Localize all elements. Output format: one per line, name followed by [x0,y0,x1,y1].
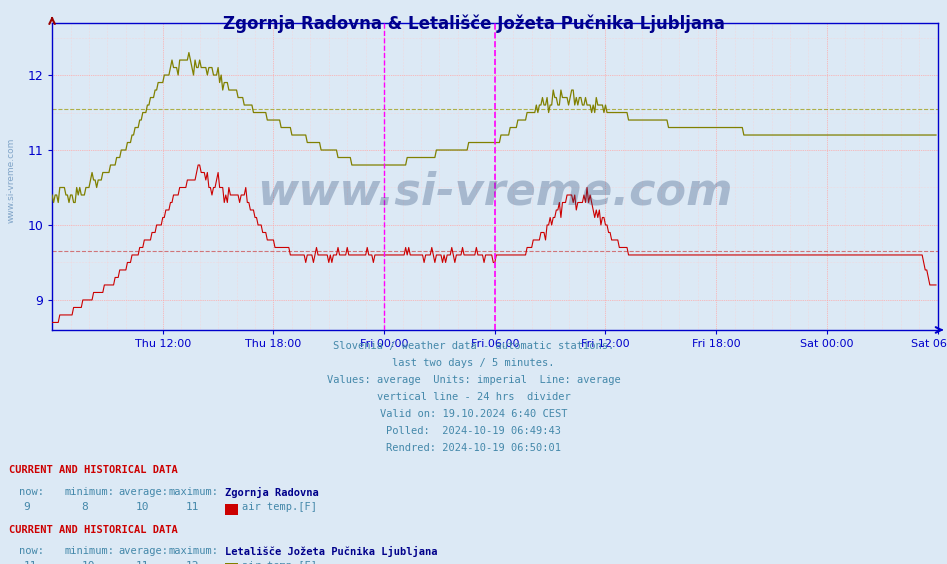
Text: CURRENT AND HISTORICAL DATA: CURRENT AND HISTORICAL DATA [9,525,178,535]
Text: Slovenia / weather data - automatic stations.: Slovenia / weather data - automatic stat… [333,341,614,351]
Text: www.si-vreme.com: www.si-vreme.com [257,170,733,213]
Text: 9: 9 [24,502,30,512]
Text: Rendred: 2024-10-19 06:50:01: Rendred: 2024-10-19 06:50:01 [386,443,561,453]
Text: 12: 12 [186,561,199,564]
Text: maximum:: maximum: [169,546,219,556]
Text: average:: average: [118,487,169,497]
Text: 11: 11 [24,561,37,564]
Text: Valid on: 19.10.2024 6:40 CEST: Valid on: 19.10.2024 6:40 CEST [380,409,567,419]
Text: Polled:  2024-10-19 06:49:43: Polled: 2024-10-19 06:49:43 [386,426,561,436]
Text: now:: now: [19,487,44,497]
Text: 8: 8 [81,502,88,512]
Text: air temp.[F]: air temp.[F] [242,561,317,564]
Text: www.si-vreme.com: www.si-vreme.com [7,138,16,223]
Text: Zgornja Radovna & Letališče Jožeta Pučnika Ljubljana: Zgornja Radovna & Letališče Jožeta Pučni… [223,14,724,33]
Text: Letališče Jožeta Pučnika Ljubljana: Letališče Jožeta Pučnika Ljubljana [225,546,438,557]
Text: last two days / 5 minutes.: last two days / 5 minutes. [392,358,555,368]
Text: 11: 11 [186,502,199,512]
Text: 11: 11 [135,561,149,564]
Text: 10: 10 [81,561,95,564]
Text: average:: average: [118,546,169,556]
Text: CURRENT AND HISTORICAL DATA: CURRENT AND HISTORICAL DATA [9,465,178,475]
Text: vertical line - 24 hrs  divider: vertical line - 24 hrs divider [377,392,570,402]
Text: Values: average  Units: imperial  Line: average: Values: average Units: imperial Line: av… [327,375,620,385]
Text: air temp.[F]: air temp.[F] [242,502,317,512]
Text: Zgornja Radovna: Zgornja Radovna [225,487,319,498]
Text: now:: now: [19,546,44,556]
Text: maximum:: maximum: [169,487,219,497]
Text: minimum:: minimum: [64,487,115,497]
Text: minimum:: minimum: [64,546,115,556]
Text: 10: 10 [135,502,149,512]
